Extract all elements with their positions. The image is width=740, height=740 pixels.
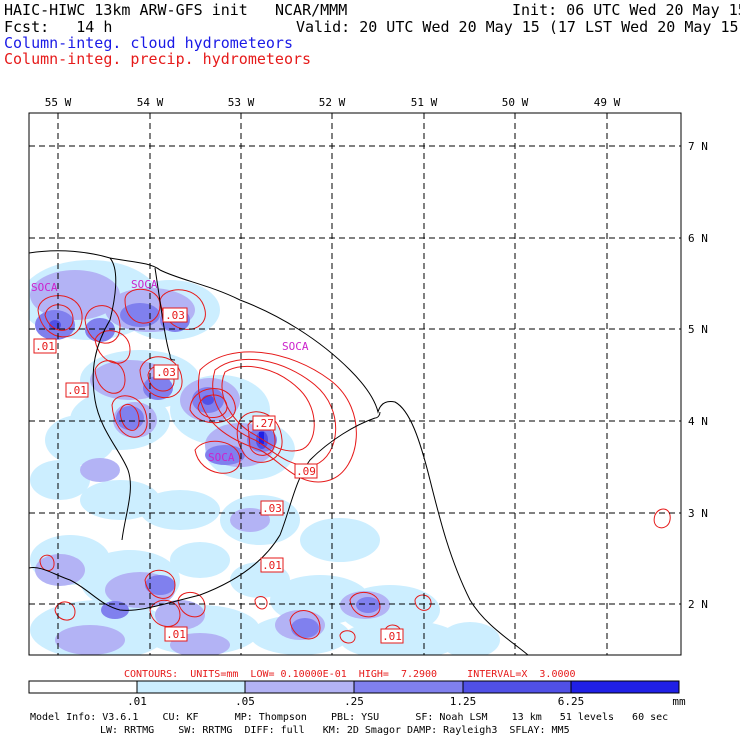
lat-label: 5 N bbox=[688, 323, 708, 336]
map-field: .03 .01 .01 .03 .27 .09 .03 .01 .01 .01 … bbox=[29, 113, 681, 655]
graticule bbox=[29, 113, 681, 655]
org-label: NCAR/MMM bbox=[275, 1, 348, 19]
borders bbox=[29, 257, 376, 611]
lon-label: 50 W bbox=[502, 96, 529, 109]
colorbar-ticks: .01 .05 .25 1.25 6.25 mm bbox=[127, 695, 686, 708]
coastline bbox=[29, 250, 529, 655]
lat-label: 3 N bbox=[688, 507, 708, 520]
colorbar-tick: .25 bbox=[344, 695, 364, 708]
lon-label: 51 W bbox=[411, 96, 438, 109]
map-frame bbox=[28, 112, 682, 656]
colorbar-tick: 6.25 bbox=[558, 695, 585, 708]
contour-label: .09 bbox=[296, 465, 316, 478]
place-label: SOCA bbox=[131, 278, 158, 291]
forecast-hour: Fcst: 14 h bbox=[4, 18, 113, 36]
lon-label: 52 W bbox=[319, 96, 346, 109]
contour-label: .03 bbox=[262, 502, 282, 515]
valid-time: Valid: 20 UTC Wed 20 May 15 (17 LST Wed … bbox=[296, 18, 740, 36]
lon-labels: 55 W 54 W 53 W 52 W 51 W 50 W 49 W bbox=[45, 96, 621, 109]
lon-label: 54 W bbox=[137, 96, 164, 109]
contour-label: .01 bbox=[166, 628, 186, 641]
lat-label: 6 N bbox=[688, 232, 708, 245]
lat-label: 2 N bbox=[688, 598, 708, 611]
contour-label: .01 bbox=[262, 559, 282, 572]
colorbar-tick: .05 bbox=[235, 695, 255, 708]
place-labels: SOCA SOCA SOCA SOCA bbox=[31, 278, 309, 464]
lat-label: 7 N bbox=[688, 140, 708, 153]
place-label: SOCA bbox=[282, 340, 309, 353]
lat-label: 4 N bbox=[688, 415, 708, 428]
colorbar-tick: 1.25 bbox=[450, 695, 477, 708]
lon-label: 55 W bbox=[45, 96, 72, 109]
contour-label: .01 bbox=[67, 384, 87, 397]
model-info-line1: Model Info: V3.6.1 CU: KF MP: Thompson P… bbox=[30, 712, 668, 723]
contour-label: .01 bbox=[382, 630, 402, 643]
contour-label: .01 bbox=[35, 340, 55, 353]
contour-label: .27 bbox=[254, 417, 274, 430]
contour-label-texts: .03 .01 .01 .03 .27 .09 .03 .01 .01 .01 bbox=[35, 309, 402, 643]
lon-label: 53 W bbox=[228, 96, 255, 109]
init-time: Init: 06 UTC Wed 20 May 15 bbox=[512, 1, 740, 19]
contour-label: .03 bbox=[156, 366, 176, 379]
precip-contours bbox=[37, 288, 671, 644]
contours-info: CONTOURS: UNITS=mm LOW= 0.10000E-01 HIGH… bbox=[124, 669, 576, 680]
colorbar-tick: .01 bbox=[127, 695, 147, 708]
cloud-series-label: Column-integ. cloud hydrometeors bbox=[4, 34, 293, 52]
colorbar-units: mm bbox=[672, 695, 686, 708]
colorbar bbox=[28, 680, 680, 694]
precip-series-label: Column-integ. precip. hydrometeors bbox=[4, 50, 312, 68]
model-title: HAIC-HIWC 13km ARW-GFS init bbox=[4, 1, 248, 19]
contour-label: .03 bbox=[165, 309, 185, 322]
lat-labels: 7 N 6 N 5 N 4 N 3 N 2 N bbox=[688, 140, 708, 611]
place-label: SOCA bbox=[31, 281, 58, 294]
place-label: SOCA bbox=[208, 451, 235, 464]
cloud-shading-5 bbox=[259, 432, 264, 444]
model-info-line2: LW: RRTMG SW: RRTMG DIFF: full KM: 2D Sm… bbox=[100, 725, 570, 736]
contour-label-boxes bbox=[33, 307, 404, 644]
lon-label: 49 W bbox=[594, 96, 621, 109]
